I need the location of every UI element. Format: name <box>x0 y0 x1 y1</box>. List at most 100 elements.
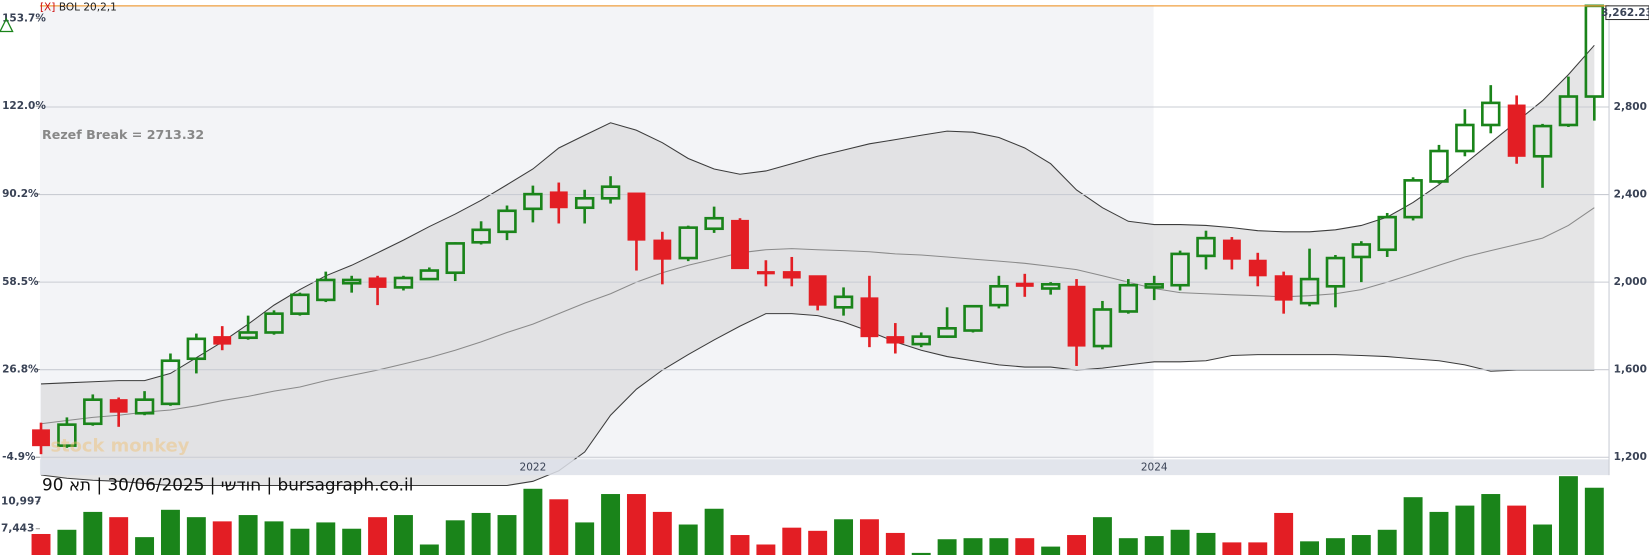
volume-bar <box>57 529 77 555</box>
right-axis-area <box>1609 0 1649 476</box>
volume-bar <box>186 517 206 555</box>
candle-body <box>83 398 103 426</box>
close-button[interactable]: [X] <box>40 1 55 13</box>
candle-body <box>57 423 77 447</box>
candle-body <box>1377 215 1397 252</box>
candle-body <box>32 429 50 447</box>
volume-bar <box>1015 538 1035 555</box>
candle-body <box>1222 239 1241 260</box>
y2-tick-label: -4.9% <box>2 451 36 463</box>
volume-bar <box>393 515 413 555</box>
candle-body <box>574 196 595 210</box>
volume-bar <box>135 537 155 555</box>
band-upper <box>40 44 1595 385</box>
candle-body <box>1248 259 1267 277</box>
volume-bar <box>1222 542 1242 555</box>
labels: 1,200 1,600 2,000 2,400 2,800 -4.9% 26.8% 58.5%… <box>2 5 1649 474</box>
annotation: Rezef Break = 2713.32 <box>42 127 204 142</box>
volume-bar <box>1170 529 1190 555</box>
candle-body <box>1118 283 1139 313</box>
candle-body <box>704 216 724 231</box>
volume-bar <box>885 532 905 555</box>
volume-bar <box>1455 505 1475 555</box>
candle-body <box>523 192 543 211</box>
candle-body <box>1170 252 1190 287</box>
volume-bar <box>1248 542 1268 555</box>
volume-bar <box>782 527 802 555</box>
candle-body <box>290 293 310 315</box>
volume-bar <box>989 538 1009 555</box>
volume-bar <box>471 512 491 555</box>
volume-bar <box>1274 512 1294 555</box>
signal-icon <box>0 17 14 33</box>
x-axis-strip <box>39 459 1610 476</box>
candle-body <box>393 276 414 289</box>
y2-tick-label: 26.8% <box>2 364 39 376</box>
candle-body <box>937 327 957 338</box>
volume-bar <box>83 511 103 555</box>
candle-body <box>1403 179 1423 219</box>
volume-bar <box>859 519 879 555</box>
band-lower <box>40 313 1595 487</box>
candle-body <box>886 336 905 344</box>
candle-body <box>731 219 749 270</box>
volume-bar <box>808 530 828 555</box>
y2-tick-label: 58.5% <box>2 276 39 288</box>
volume-bar <box>1351 535 1371 555</box>
volume-bar <box>1507 505 1527 555</box>
candle-body <box>1558 95 1579 127</box>
grid <box>39 106 1610 458</box>
y-tick-label: 2,400 <box>1614 189 1647 201</box>
volume-bar <box>497 515 517 555</box>
volume-bar <box>549 499 569 555</box>
volume-bar <box>1144 536 1164 555</box>
candle-body <box>264 312 284 334</box>
candle-body <box>497 209 517 234</box>
volume-bar <box>730 535 750 555</box>
candle-body <box>471 228 491 244</box>
volume-bar <box>575 522 595 555</box>
volume-bar <box>31 533 51 555</box>
volume-bar <box>1300 541 1320 555</box>
y2-tick-label: 90.2% <box>2 188 39 200</box>
watermark: stock monkey <box>50 436 189 457</box>
volume-bar <box>523 488 543 555</box>
y2-tick-label: 122.0% <box>2 100 46 112</box>
volume-bar <box>1584 487 1604 555</box>
candle-body <box>160 359 181 406</box>
candle-body <box>134 398 155 415</box>
last-price-label: 3,262.23 <box>1601 7 1649 19</box>
x-tick-label: 2024 <box>1141 462 1168 474</box>
volume-bar <box>238 515 258 555</box>
y2-tick-label: 153.7% <box>2 12 46 24</box>
volume-bar <box>1196 532 1216 555</box>
candle-body <box>549 191 568 209</box>
candle-body <box>1325 256 1346 288</box>
volume-bar <box>316 522 336 555</box>
candle-body <box>911 335 931 346</box>
candle-body <box>833 295 854 309</box>
x-tick-label: 2022 <box>520 462 547 474</box>
candle-body <box>1429 149 1449 183</box>
candle-body <box>678 226 698 260</box>
last-price-box <box>1605 5 1649 21</box>
volume-bar <box>264 521 284 555</box>
volume-panel: 7,443 10,997 <box>1 476 1604 555</box>
candle-body <box>860 297 879 338</box>
indicator-label: BOL 20,2,1 <box>59 1 117 13</box>
volume-bar <box>601 494 621 555</box>
volume-bar <box>937 539 957 555</box>
candle-body <box>782 271 801 279</box>
candle-body <box>1067 285 1086 347</box>
volume-bar <box>109 517 129 555</box>
volume-bar <box>911 552 931 555</box>
candle-body <box>1015 282 1034 287</box>
volume-bar <box>678 524 698 555</box>
candle-body <box>213 336 232 345</box>
y-tick-label: 2,800 <box>1614 101 1647 113</box>
volume-bar <box>1092 517 1112 555</box>
candle-body <box>1274 275 1293 301</box>
candle-body <box>1481 101 1501 127</box>
